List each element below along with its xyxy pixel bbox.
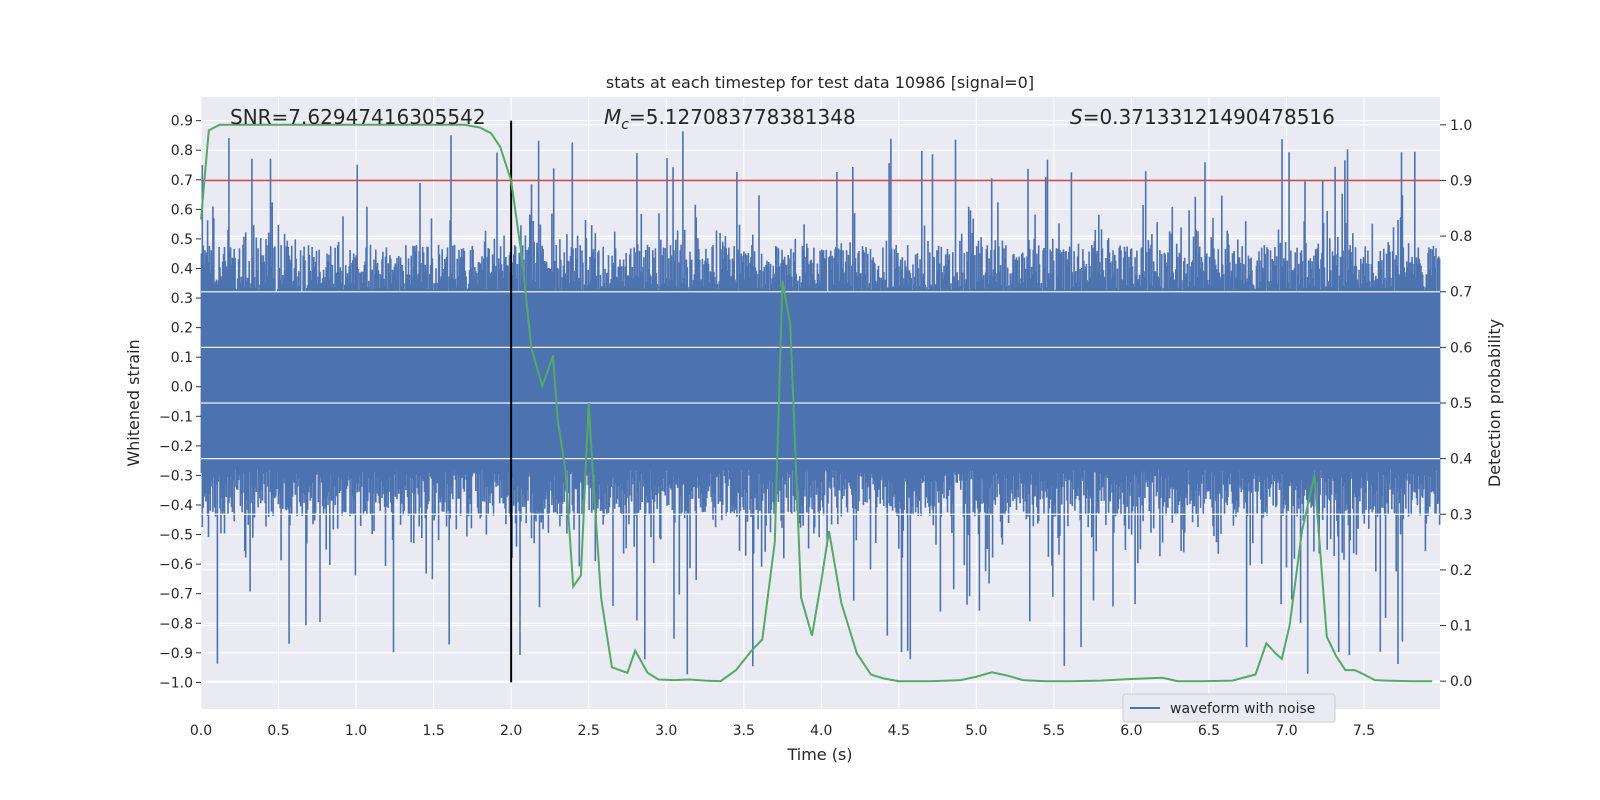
y-left-tick-label: −0.7 xyxy=(159,587,193,603)
y-left-tick-label: −0.3 xyxy=(159,468,193,484)
x-tick-label: 5.0 xyxy=(965,723,987,739)
x-tick-label: 1.5 xyxy=(422,723,444,739)
y-right-axis-ticks: 1.0 0.9 0.8 0.7 0.6 0.5 0.4 0.3 0.2 0.1 0.0 xyxy=(1440,118,1472,690)
y-left-tick-label: 0.2 xyxy=(171,321,193,337)
x-tick-label: 6.5 xyxy=(1198,723,1220,739)
x-tick-label: 2.5 xyxy=(578,723,600,739)
y-right-tick-label: 0.6 xyxy=(1450,340,1472,356)
y-left-tick-label: −0.2 xyxy=(159,439,193,455)
x-tick-label: 2.0 xyxy=(500,723,522,739)
y-left-tick-label: 0.4 xyxy=(171,261,193,277)
y-right-tick-label: 0.7 xyxy=(1450,285,1472,301)
y-left-tick-label: −0.1 xyxy=(159,409,193,425)
y-left-tick-label: −0.8 xyxy=(159,616,193,632)
overlays xyxy=(201,120,1440,683)
y-left-tick-label: 0.3 xyxy=(171,291,193,307)
mc-value: =5.127083778381348 xyxy=(629,105,856,129)
y-right-tick-label: 1.0 xyxy=(1450,118,1472,134)
y-left-tick-label: 0.0 xyxy=(171,380,193,396)
s-value: =0.37133121490478516 xyxy=(1083,105,1335,129)
y-left-tick-label: 0.1 xyxy=(171,350,193,366)
y-right-tick-label: 0.9 xyxy=(1450,173,1472,189)
x-tick-label: 4.5 xyxy=(888,723,910,739)
detection-probability-line xyxy=(200,123,1433,683)
snr-annotation: SNR=7.62947416305542 xyxy=(230,105,486,129)
y-left-tick-label: 0.8 xyxy=(171,143,193,159)
y-left-tick-label: 0.5 xyxy=(171,232,193,248)
x-tick-label: 3.0 xyxy=(655,723,677,739)
x-tick-label: 0.5 xyxy=(267,723,289,739)
mc-annotation: Mc=5.127083778381348 xyxy=(604,105,856,133)
mc-subscript: c xyxy=(621,117,629,133)
y-right-tick-label: 0.8 xyxy=(1450,229,1472,245)
x-tick-label: 6.0 xyxy=(1120,723,1142,739)
s-symbol: S xyxy=(1070,105,1083,129)
x-tick-label: 7.5 xyxy=(1353,723,1375,739)
legend-label: waveform with noise xyxy=(1170,701,1315,717)
y-left-axis-label: Whitened strain xyxy=(124,339,143,466)
waveform-series xyxy=(200,131,1441,675)
legend-box xyxy=(1122,693,1336,723)
legend: waveform with noise xyxy=(1122,693,1336,723)
x-tick-label: 1.0 xyxy=(345,723,367,739)
y-left-tick-label: 0.6 xyxy=(171,202,193,218)
chart-title: stats at each timestep for test data 109… xyxy=(606,73,1034,92)
y-right-tick-label: 0.2 xyxy=(1450,563,1472,579)
y-left-tick-label: 0.9 xyxy=(171,114,193,130)
x-tick-label: 7.0 xyxy=(1275,723,1297,739)
x-tick-label: 5.5 xyxy=(1043,723,1065,739)
y-left-tick-label: 0.7 xyxy=(171,173,193,189)
y-right-tick-label: 0.3 xyxy=(1450,507,1472,523)
y-right-tick-label: 0.4 xyxy=(1450,452,1472,468)
s-annotation: S=0.37133121490478516 xyxy=(1070,105,1335,129)
x-tick-label: 0.0 xyxy=(190,723,212,739)
y-left-tick-label: −0.5 xyxy=(159,528,193,544)
x-axis-ticks: 0.0 0.5 1.0 1.5 2.0 2.5 3.0 3.5 4.0 4.5 5.0 5.5 6.0 6… xyxy=(190,723,1375,739)
y-right-tick-label: 0.5 xyxy=(1450,396,1472,412)
y-left-axis-ticks: 0.9 0.8 0.7 0.6 0.5 0.4 0.3 0.2 0.1 0.0 −0.1 −0.2 −0… xyxy=(159,114,201,691)
y-right-tick-label: 0.0 xyxy=(1450,674,1472,690)
x-axis-label: Time (s) xyxy=(786,745,852,764)
x-tick-label: 4.0 xyxy=(810,723,832,739)
y-left-tick-label: −0.6 xyxy=(159,557,193,573)
y-left-tick-label: −0.4 xyxy=(159,498,193,514)
y-right-tick-label: 0.1 xyxy=(1450,619,1472,635)
y-left-tick-label: −0.9 xyxy=(159,646,193,662)
waveform-line xyxy=(200,131,1441,675)
y-left-tick-label: −1.0 xyxy=(159,675,193,691)
y-right-axis-label: Detection probability xyxy=(1485,319,1504,487)
mc-symbol: M xyxy=(604,105,621,129)
probability-series xyxy=(200,123,1433,683)
x-tick-label: 3.5 xyxy=(733,723,755,739)
